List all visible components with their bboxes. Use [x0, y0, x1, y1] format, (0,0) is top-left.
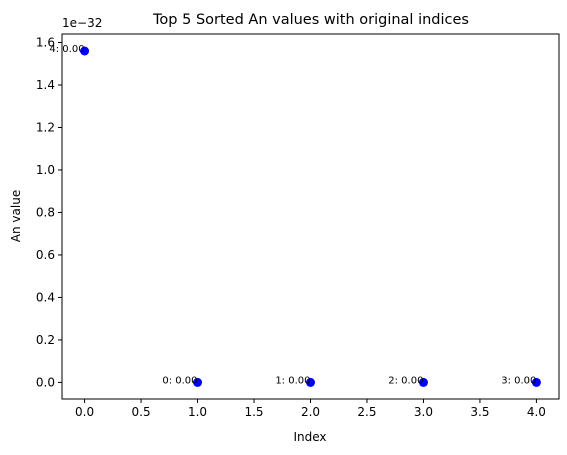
- data-point-label: 4: 0.00: [49, 44, 84, 55]
- y-tick-label: 0.6: [36, 248, 55, 262]
- chart-title: Top 5 Sorted An values with original ind…: [152, 12, 469, 28]
- y-tick-label: 0.0: [36, 375, 55, 389]
- data-point: [193, 377, 203, 387]
- plot-frame: [61, 33, 560, 400]
- x-axis-ticks: 0.0 0.5 1.0 1.5 2.0 2.5 3.0 3.5 4.0: [75, 399, 546, 419]
- data-point: [418, 377, 428, 387]
- x-tick-label: 2.0: [301, 405, 320, 419]
- data-point-labels: 4: 0.00 0: 0.00 1: 0.00 2: 0.00 3: 0.00: [49, 44, 536, 386]
- y-axis-ticks: 0.0 0.2 0.4 0.6 0.8 1.0 1.2 1.4 1.6: [36, 35, 62, 389]
- x-axis-label: Index: [293, 430, 326, 444]
- y-tick-label: 0.4: [36, 290, 55, 304]
- y-offset-label: 1e−32: [62, 16, 102, 30]
- y-tick-label: 1.6: [36, 35, 55, 49]
- y-tick-label: 0.2: [36, 333, 55, 347]
- x-tick-label: 4.0: [527, 405, 546, 419]
- x-tick-label: 1.5: [244, 405, 263, 419]
- data-point: [80, 46, 90, 56]
- x-tick-label: 3.0: [414, 405, 433, 419]
- data-point-label: 0: 0.00: [162, 375, 197, 386]
- y-tick-label: 0.8: [36, 205, 55, 219]
- data-point-label: 1: 0.00: [275, 375, 310, 386]
- data-point-label: 2: 0.00: [388, 375, 423, 386]
- y-tick-label: 1.4: [36, 78, 55, 92]
- x-tick-label: 2.5: [357, 405, 376, 419]
- x-tick-label: 3.5: [470, 405, 489, 419]
- plot-area: 0.0 0.5 1.0 1.5 2.0 2.5 3.0 3.5 4.0 0.0 0.2 0.4 0.6…: [36, 33, 560, 419]
- data-point: [306, 377, 315, 387]
- y-tick-label: 1.2: [36, 120, 55, 134]
- y-axis-label: An value: [9, 190, 23, 242]
- data-point: [531, 377, 541, 387]
- x-tick-label: 0.5: [132, 405, 151, 419]
- data-points: [80, 46, 541, 387]
- y-tick-label: 1.0: [36, 163, 55, 177]
- x-tick-label: 1.0: [188, 405, 207, 419]
- data-point-label: 3: 0.00: [501, 375, 536, 386]
- x-tick-label: 0.0: [75, 405, 94, 419]
